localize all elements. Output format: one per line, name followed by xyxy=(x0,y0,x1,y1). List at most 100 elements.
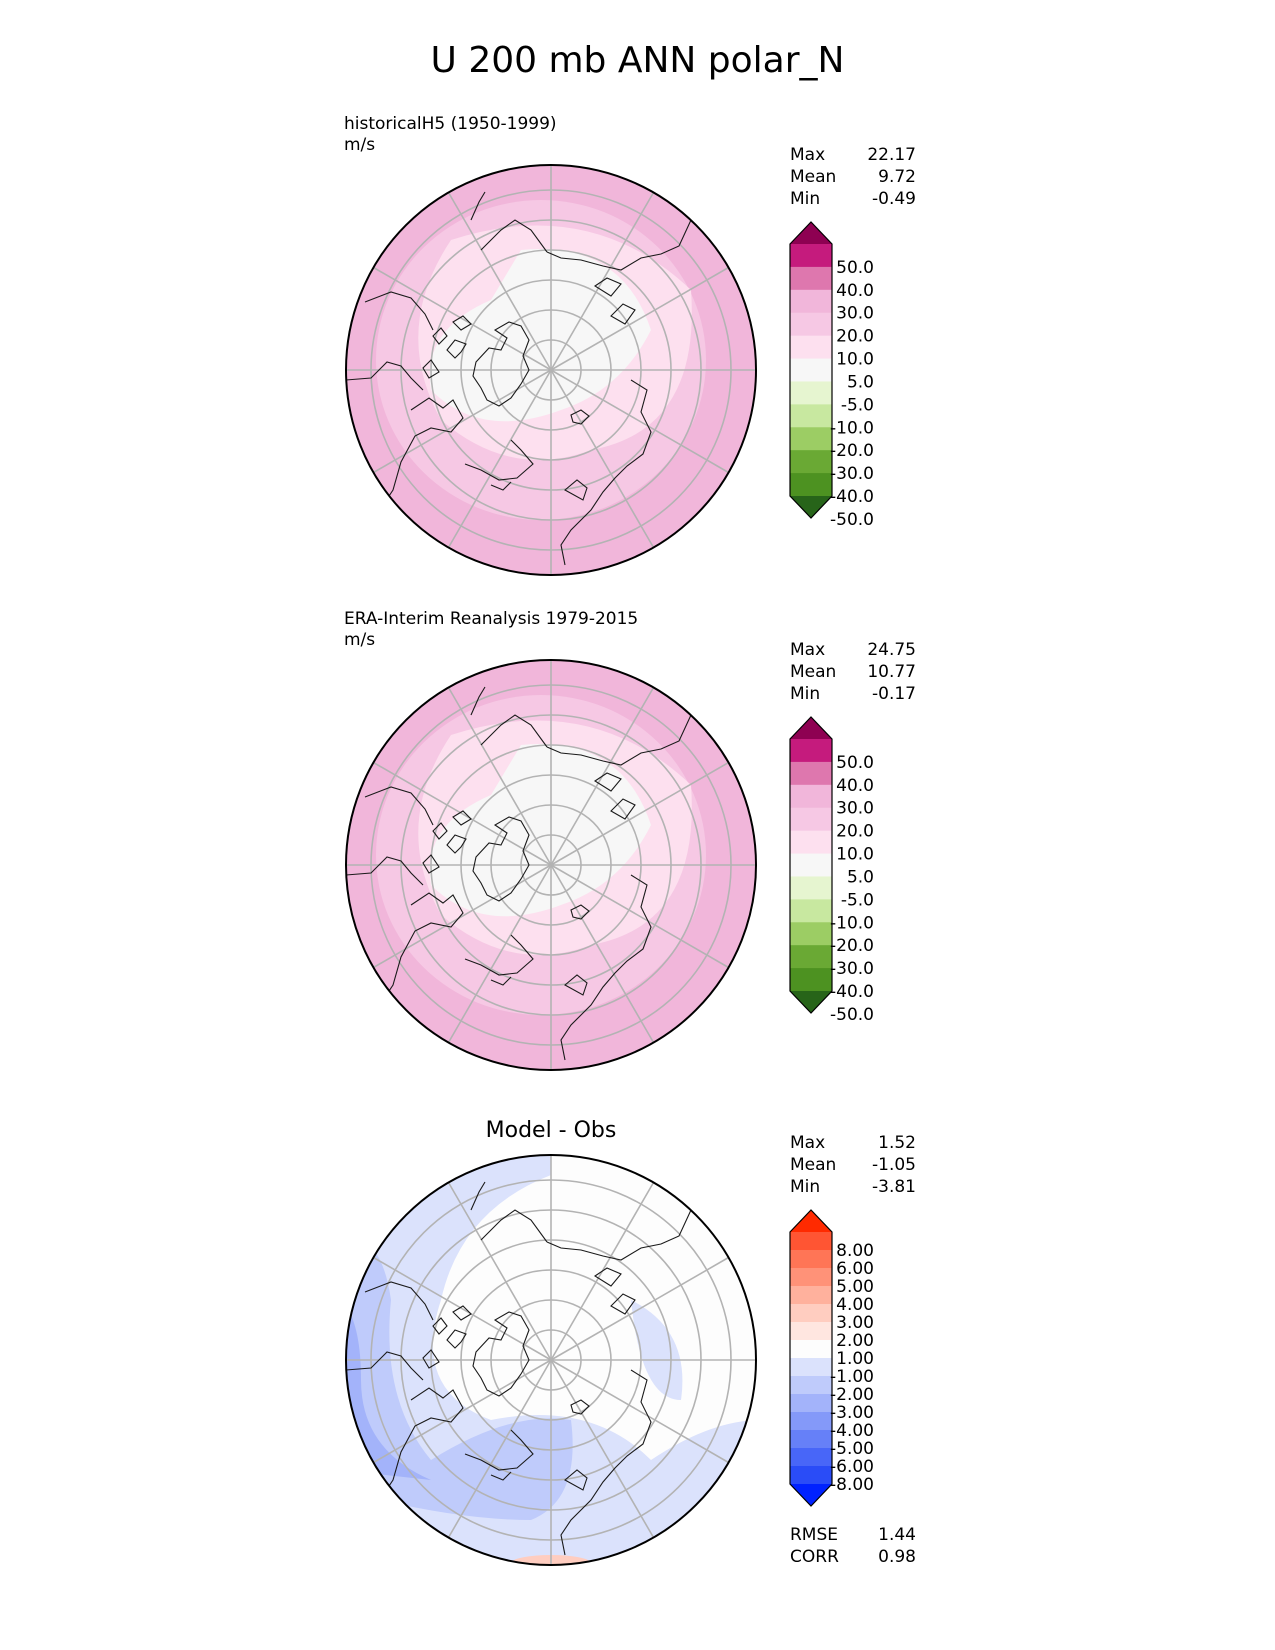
colorbar-segment xyxy=(790,876,832,900)
colorbar-tick-label: 20.0 xyxy=(836,822,874,842)
panel2-units: m/s xyxy=(344,630,376,650)
colorbar-segment xyxy=(790,1232,832,1251)
stat-max-value: 1.52 xyxy=(878,1133,916,1153)
meridian-line xyxy=(373,864,552,969)
stat-corr-label: CORR xyxy=(790,1547,839,1567)
meridian-line xyxy=(373,266,552,371)
colorbar-segment xyxy=(790,922,832,946)
colorbar-tick-label: 20.0 xyxy=(836,327,874,347)
panel3-stats: Max 1.52 Mean -1.05 Min -3.81 xyxy=(790,1132,916,1198)
colorbar-segment xyxy=(790,761,832,786)
meridian-line xyxy=(447,369,552,548)
map-boundary xyxy=(345,1154,757,1566)
stat-max-label: Max xyxy=(790,640,826,660)
colorbar-tick-label: 40.0 xyxy=(836,281,874,301)
colorbar-segment xyxy=(790,830,832,855)
panel1-stats: Max 22.17 Mean 9.72 Min -0.49 xyxy=(790,144,916,210)
colorbar-segment xyxy=(790,1430,832,1449)
colorbar-outline xyxy=(789,221,833,519)
colorbar-tick-label: 2.00 xyxy=(836,1331,874,1351)
meridian-line xyxy=(373,761,552,866)
meridian-line xyxy=(550,1359,729,1464)
colorbar-segment xyxy=(790,1448,832,1467)
colorbar-tick-label: 5.0 xyxy=(847,867,874,887)
meridian-line xyxy=(550,864,729,969)
colorbar-tick-label: 6.00 xyxy=(836,1259,874,1279)
colorbar-segment xyxy=(790,450,832,474)
diff-region-l2 xyxy=(346,1238,573,1520)
colorbar-tick-label: 5.00 xyxy=(836,1277,874,1297)
colorbar-segment xyxy=(790,1376,832,1395)
stat-min-label: Min xyxy=(790,684,821,704)
colorbar-segment xyxy=(790,427,832,451)
figure-title: U 200 mb ANN polar_N xyxy=(430,40,845,81)
colorbar-segment xyxy=(790,945,832,969)
colorbar-tick-label: -30.0 xyxy=(830,959,874,979)
colorbar-tick-label: -10.0 xyxy=(830,418,874,438)
colorbar-tick-label: -2.00 xyxy=(830,1385,874,1405)
stat-mean-value: 10.77 xyxy=(867,662,916,682)
meridian-line xyxy=(373,1359,552,1464)
panel2-title: ERA-Interim Reanalysis 1979-2015 m/s xyxy=(344,609,638,651)
stat-min-label: Min xyxy=(790,189,821,209)
colorbar-segment xyxy=(790,784,832,809)
colorbar-segment xyxy=(790,899,832,923)
colorbar-tick-label: -40.0 xyxy=(830,982,874,1002)
panel2-stats: Max 24.75 Mean 10.77 Min -0.17 xyxy=(790,639,916,705)
meridian-line xyxy=(447,192,552,371)
colorbar-tick-label: 10.0 xyxy=(836,350,874,370)
stat-min-label: Min xyxy=(790,1177,821,1197)
stat-min-value: -0.17 xyxy=(872,684,916,704)
colorbar-extend-min xyxy=(790,991,832,1013)
colorbar-segment xyxy=(790,1466,832,1485)
colorbar-segment xyxy=(790,404,832,428)
colorbar-tick-label: 3.00 xyxy=(836,1313,874,1333)
colorbar-segment xyxy=(790,312,832,337)
colorbar-extend-max xyxy=(790,1210,832,1232)
stat-rmse-value: 1.44 xyxy=(878,1525,916,1545)
colorbar-segment xyxy=(790,381,832,405)
stat-mean-label: Mean xyxy=(790,167,837,187)
colorbar-tick-label: 30.0 xyxy=(836,799,874,819)
meridian-line xyxy=(373,1256,552,1361)
meridian-line xyxy=(373,369,552,474)
colorbar-segment xyxy=(790,1286,832,1305)
colorbar-segment xyxy=(790,473,832,497)
colorbar-tick-label: -20.0 xyxy=(830,936,874,956)
colorbar-tick-label: -50.0 xyxy=(830,1005,874,1025)
colorbar-segment xyxy=(790,807,832,832)
stat-mean-label: Mean xyxy=(790,1155,837,1175)
colorbar-segment xyxy=(790,1340,832,1359)
colorbar-tick-label: 5.0 xyxy=(847,372,874,392)
colorbar-segment xyxy=(790,1268,832,1287)
colorbar-tick-label: 50.0 xyxy=(836,753,874,773)
colorbar-segment xyxy=(790,1358,832,1377)
meridian-line xyxy=(550,761,729,866)
colorbar-tick-label: 8.00 xyxy=(836,1241,874,1261)
colorbar-outline xyxy=(789,716,833,1014)
polar-map-3 xyxy=(346,1155,756,1565)
colorbar-tick-label: -5.00 xyxy=(830,1439,874,1459)
colorbar-tick-label: -5.0 xyxy=(841,890,874,910)
graticule xyxy=(346,1155,756,1565)
panel3-error-stats: RMSE 1.44 CORR 0.98 xyxy=(790,1524,916,1568)
colorbar-segment xyxy=(790,1394,832,1413)
panel1-units: m/s xyxy=(344,135,376,155)
colorbar-tick-label: -4.00 xyxy=(830,1421,874,1441)
colorbar-extend-max xyxy=(790,222,832,244)
panel1-title-line1: historicalH5 (1950-1999) xyxy=(344,114,557,134)
colorbar-segment xyxy=(790,1322,832,1341)
colorbar-tick-label: 10.0 xyxy=(836,845,874,865)
stat-mean-value: 9.72 xyxy=(878,167,916,187)
colorbar-segment xyxy=(790,244,832,268)
colorbar-extend-min xyxy=(790,496,832,518)
meridian-line xyxy=(550,1359,655,1538)
colorbar-tick-label: -40.0 xyxy=(830,487,874,507)
colorbar-tick-label: -5.0 xyxy=(841,395,874,415)
colorbar-segment xyxy=(790,1250,832,1269)
diff-region-l3 xyxy=(346,1300,431,1480)
meridian-line xyxy=(550,864,655,1043)
colorbar-segment xyxy=(790,739,832,763)
graticule xyxy=(346,660,756,1070)
